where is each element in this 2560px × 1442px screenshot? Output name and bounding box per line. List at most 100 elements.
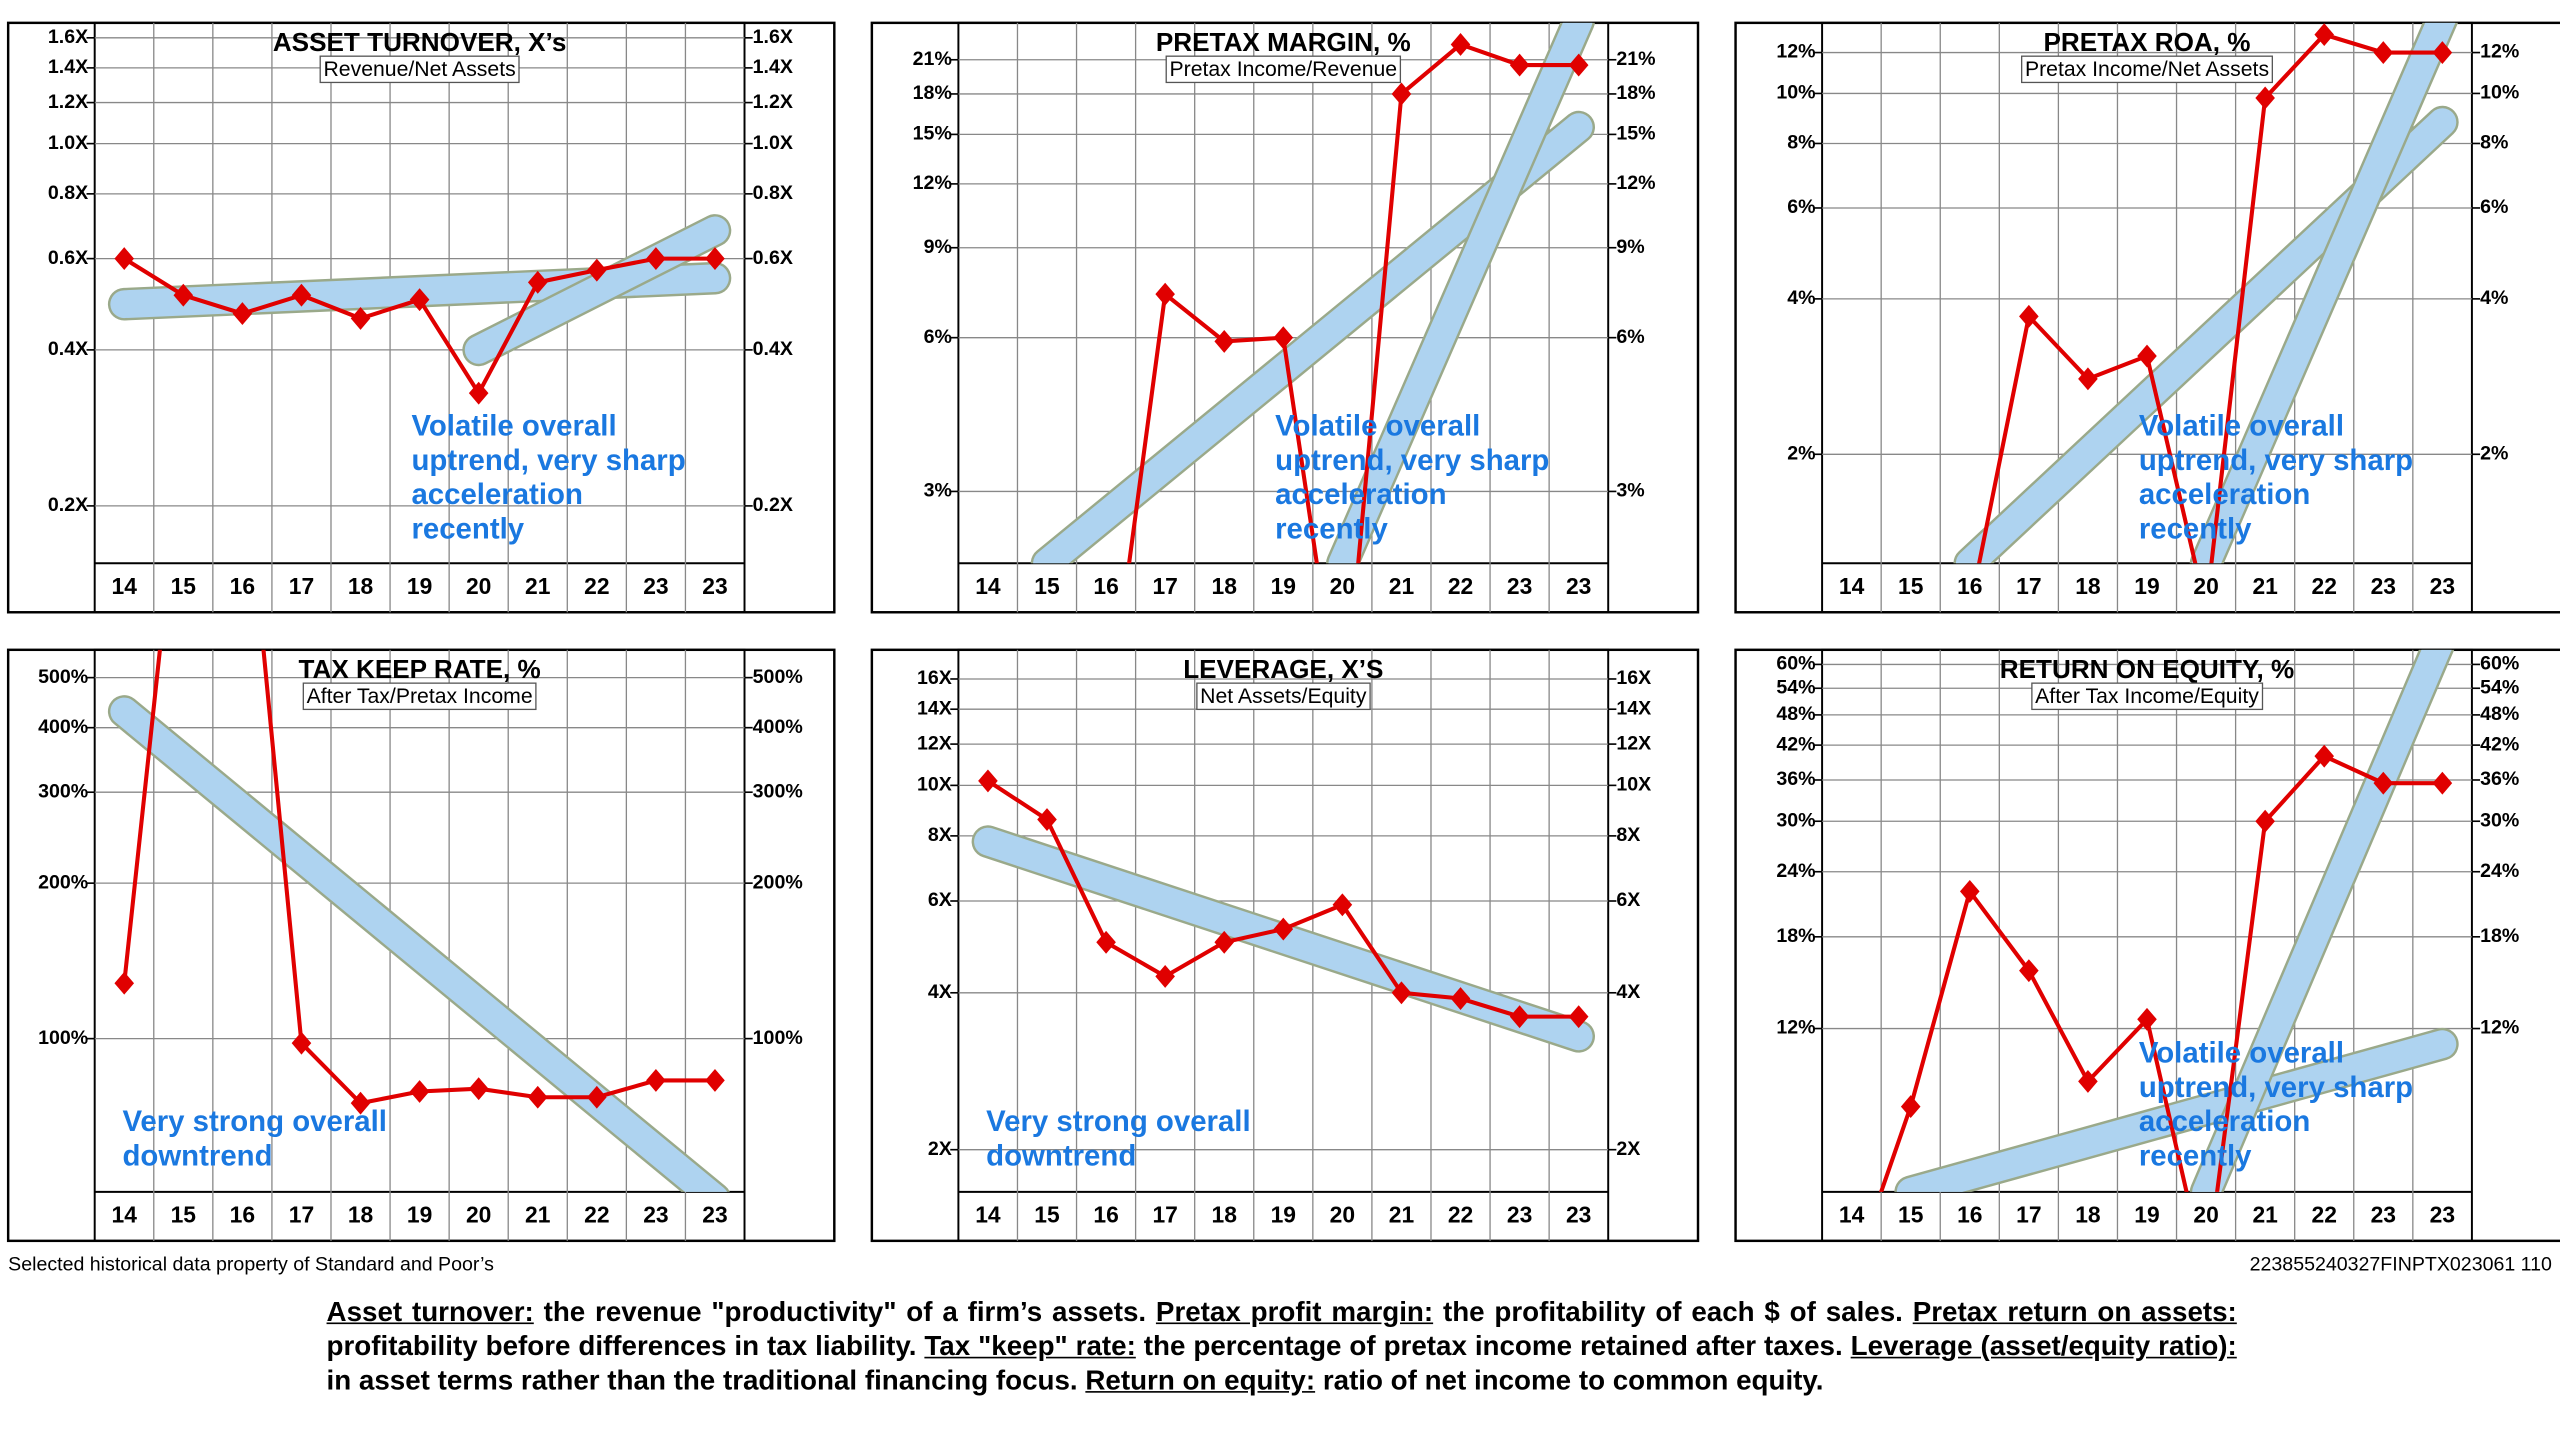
x-tick-label: 15 — [1898, 1201, 1924, 1227]
x-tick-label: 14 — [975, 1201, 1001, 1227]
y2-tick-label: 21% — [1616, 48, 1655, 70]
x-tick-label: 17 — [289, 1201, 314, 1227]
y-tick-label: 6% — [1787, 196, 1815, 218]
x-tick-label: 19 — [2134, 573, 2159, 599]
x-tick-label: 15 — [1898, 573, 1924, 599]
y-tick-label: 12% — [1776, 1017, 1815, 1039]
x-tick-label: 20 — [1330, 1201, 1355, 1227]
x-tick-label: 23 — [2430, 1201, 2455, 1227]
y-tick-label: 10X — [917, 774, 952, 796]
y2-tick-label: 6% — [1616, 326, 1644, 348]
y-tick-label: 12% — [913, 172, 952, 194]
y2-tick-label: 12% — [1616, 172, 1655, 194]
marker — [2432, 41, 2453, 64]
x-tick-label: 23 — [702, 1201, 727, 1227]
chart-subtitle: Revenue/Net Assets — [323, 58, 515, 81]
annotation: recently — [2139, 1139, 2252, 1172]
y2-tick-label: 0.8X — [753, 182, 793, 204]
x-tick-label: 23 — [643, 1201, 668, 1227]
x-tick-label: 23 — [643, 573, 668, 599]
x-tick-label: 20 — [2193, 1201, 2218, 1227]
y2-tick-label: 0.4X — [753, 338, 793, 360]
x-tick-label: 17 — [2016, 573, 2041, 599]
x-tick-label: 18 — [348, 1201, 373, 1227]
annotation: uptrend, very sharp — [2139, 1071, 2413, 1104]
annotation: downtrend — [122, 1139, 272, 1172]
x-tick-label: 19 — [407, 573, 432, 599]
definition-term: Asset turnover: — [326, 1296, 534, 1328]
y2-tick-label: 1.2X — [753, 91, 793, 113]
x-tick-label: 19 — [407, 1201, 432, 1227]
definition-text: the profitability of each $ of sales. — [1433, 1296, 1913, 1328]
y-tick-label: 0.8X — [48, 182, 88, 204]
y2-tick-label: 0.2X — [753, 494, 793, 516]
y2-tick-label: 1.6X — [753, 26, 793, 48]
trend-band — [2192, 22, 2456, 564]
annotation: Volatile overall — [411, 410, 616, 443]
x-tick-label: 14 — [1839, 573, 1865, 599]
y2-tick-label: 4% — [2480, 287, 2508, 309]
y2-tick-label: 300% — [753, 780, 803, 802]
y2-tick-label: 6X — [1616, 889, 1640, 911]
x-tick-label: 18 — [1212, 1201, 1237, 1227]
plot-frame — [1821, 21, 2473, 614]
definition-term: Leverage (asset/equity ratio): — [1850, 1330, 2237, 1362]
x-tick-label: 20 — [2193, 573, 2218, 599]
panel: 0.2X 0.2X 0.4X 0.4X 0.6X 0.6X 0.8X 0.8X 1.0X 1.0X… — [6, 21, 836, 614]
chart-title: PRETAX MARGIN, % — [1156, 27, 1411, 57]
y2-tick-label: 42% — [2480, 733, 2519, 755]
x-tick-label: 16 — [230, 573, 255, 599]
marker — [2255, 809, 2275, 833]
chart-subtitle: After Tax Income/Equity — [2035, 685, 2259, 708]
plot-frame — [93, 648, 746, 1242]
y2-tick-label: 48% — [2480, 703, 2519, 725]
y-tick-label: 9% — [924, 236, 952, 258]
y-tick-label: 21% — [913, 48, 952, 70]
y2-tick-label: 36% — [2480, 768, 2519, 790]
x-tick-label: 18 — [348, 573, 373, 599]
x-tick-label: 15 — [171, 573, 197, 599]
trend-band — [2192, 649, 2452, 1192]
chart-title: PRETAX ROA, % — [2044, 27, 2251, 57]
subtitle-box — [319, 55, 520, 84]
y2-tick-label: 100% — [753, 1027, 803, 1049]
x-tick-label: 23 — [702, 573, 727, 599]
panel: 12% 12% 18% 18% 24% 24% 30% 30% 36% 36% 42% 42% 48% 4… — [1734, 648, 2560, 1289]
series-line — [1977, 32, 2443, 564]
plot-frame — [1821, 648, 2473, 1242]
x-tick-label: 18 — [2075, 1201, 2100, 1227]
y-tick-label: 6% — [924, 326, 952, 348]
y2-tick-label: 12X — [1616, 732, 1651, 754]
x-tick-label: 21 — [525, 573, 551, 599]
y2-tick-label: 16X — [1616, 667, 1651, 689]
subtitle-box — [2021, 55, 2273, 84]
y-tick-label: 14X — [917, 697, 952, 719]
marker — [468, 1077, 489, 1101]
y-tick-label: 6X — [928, 889, 952, 911]
x-tick-label: 17 — [1152, 1201, 1177, 1227]
y-tick-label: 4X — [928, 981, 952, 1003]
marker — [1842, 1266, 1862, 1289]
y2-tick-label: 3% — [1616, 480, 1644, 502]
definition-term: Return on equity: — [1085, 1364, 1316, 1396]
y2-tick-label: 0.6X — [753, 247, 793, 269]
annotation: Volatile overall — [2139, 410, 2344, 443]
y2-tick-label: 2% — [2480, 442, 2508, 464]
x-tick-label: 22 — [1448, 573, 1473, 599]
annotation: acceleration — [411, 478, 582, 511]
marker — [409, 1080, 430, 1103]
x-tick-label: 16 — [1093, 1201, 1118, 1227]
chart-title: TAX KEEP RATE, % — [298, 654, 540, 684]
x-tick-label: 21 — [525, 1201, 551, 1227]
y-tick-label: 18% — [913, 82, 952, 104]
annotation: downtrend — [986, 1139, 1136, 1172]
y2-tick-label: 60% — [2480, 653, 2519, 675]
charts: Selected historical data property of Sta… — [6, 21, 2560, 1289]
y-tick-label: 1.4X — [48, 56, 88, 78]
y2-tick-label: 18% — [1616, 82, 1655, 104]
x-tick-label: 23 — [2371, 1201, 2396, 1227]
y-tick-label: 42% — [1776, 733, 1815, 755]
panel: 3% 3% 6% 6% 9% 9% 12% 12% 15% 15% 18% 18% 21% 21% 14 15… — [870, 21, 1700, 614]
x-tick-label: 20 — [466, 573, 491, 599]
